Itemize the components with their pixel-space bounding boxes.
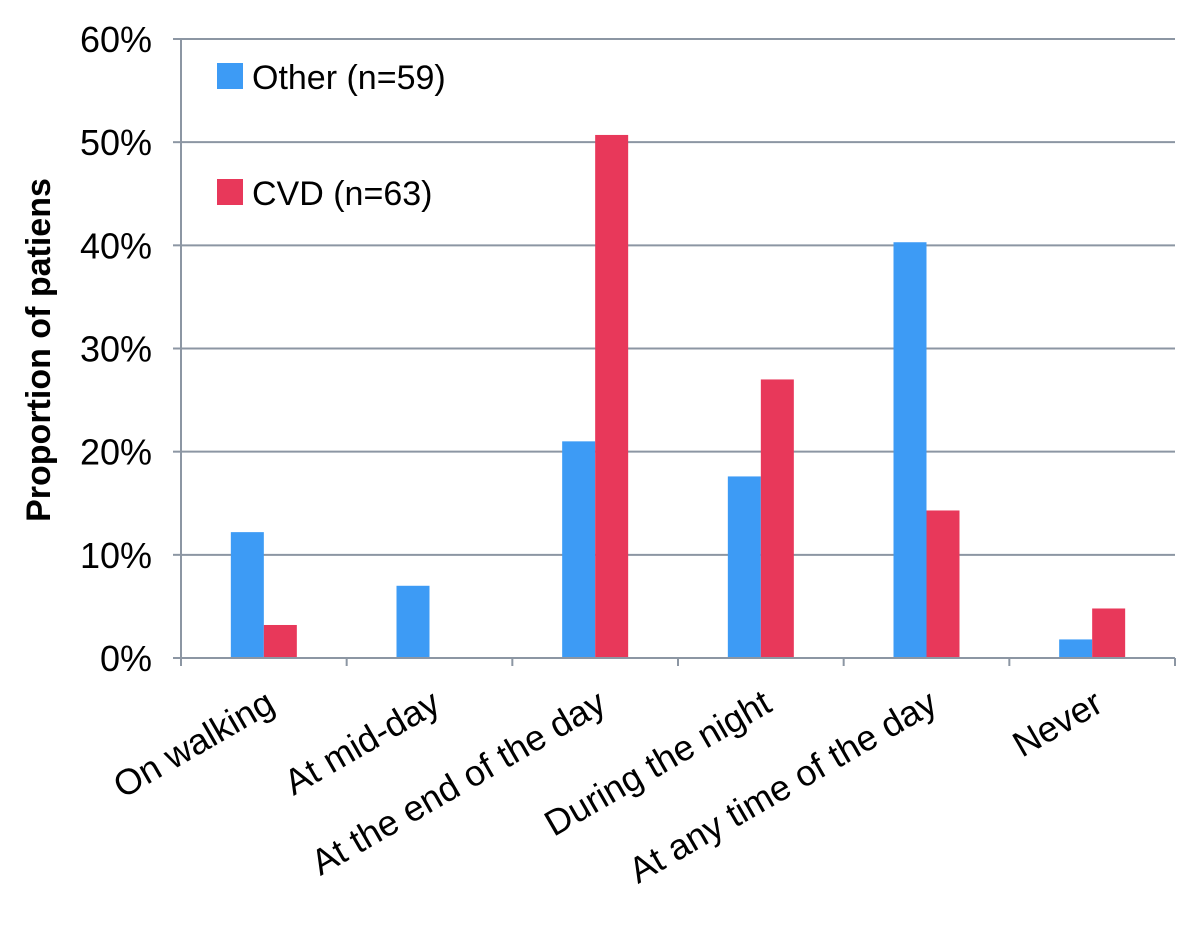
bar-other xyxy=(562,441,596,658)
x-category-label: At any time of the day xyxy=(621,681,943,891)
x-category-label: Never xyxy=(1006,681,1110,765)
bar-cvd xyxy=(760,379,794,658)
legend-swatch-cvd xyxy=(217,179,243,205)
y-tick-label: 20% xyxy=(80,432,152,473)
gridlines xyxy=(181,38,1175,556)
y-tick-label: 50% xyxy=(80,122,152,163)
y-tick-label: 30% xyxy=(80,329,152,370)
legend-label-cvd: CVD (n=63) xyxy=(252,175,432,213)
y-tick-label: 10% xyxy=(80,535,152,576)
bar-other xyxy=(230,532,264,658)
x-category-label: At the end of the day xyxy=(304,681,612,883)
bar-other xyxy=(727,476,761,658)
bar-cvd xyxy=(595,134,629,658)
axes xyxy=(173,38,1176,666)
y-tick-label: 60% xyxy=(80,19,152,60)
bar-cvd xyxy=(926,510,960,658)
bar-cvd xyxy=(1092,608,1126,658)
y-axis-title: Proportion of patiens xyxy=(20,178,58,522)
y-tick-label: 0% xyxy=(100,638,152,679)
legend-label-other: Other (n=59) xyxy=(252,59,446,97)
bar-other xyxy=(396,585,430,658)
bar-other xyxy=(1059,639,1093,658)
legend-swatch-other xyxy=(217,63,243,89)
y-tick-label: 40% xyxy=(80,225,152,266)
bars xyxy=(230,134,1126,658)
legend: Other (n=59) CVD (n=63) xyxy=(217,59,446,213)
bar-cvd xyxy=(263,624,297,658)
x-category-label: On walking xyxy=(106,681,281,806)
y-axis-tick-labels: 0% 10% 20% 30% 40% 50% 60% xyxy=(80,19,152,679)
bar-other xyxy=(893,242,927,658)
